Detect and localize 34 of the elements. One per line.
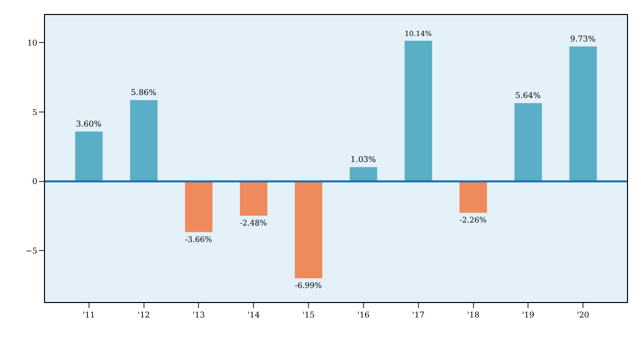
bar [294,181,322,278]
bar [75,131,103,182]
x-tick-label: '16 [357,310,370,320]
x-tick-label: '12 [138,310,150,320]
bar [130,100,158,182]
data-label: -2.26% [460,215,487,224]
bar [350,167,378,182]
data-label: 10.14% [404,29,432,38]
bar [460,181,487,213]
data-label: 9.73% [570,34,596,44]
x-tick-label: '19 [522,310,534,320]
bar [185,181,212,232]
y-tick-label: 0 [32,177,38,186]
data-label: 5.86% [130,88,157,98]
bar [240,181,268,216]
x-tick-label: '13 [192,310,205,320]
x-tick-label: '15 [302,310,315,320]
bar [569,46,597,182]
y-tick-label: 10 [27,38,38,48]
x-tick-label: '18 [467,310,480,320]
x-tick-label: '11 [82,310,96,320]
y-tick-label: −5 [26,246,38,256]
x-tick-label: '20 [576,310,590,320]
y-tick-label: 5 [32,108,38,117]
data-label: -2.48% [240,218,267,228]
data-label: 3.60% [76,119,102,128]
data-label: -6.99% [294,281,322,290]
data-label: 5.64% [515,91,542,100]
x-tick-label: '17 [412,310,425,320]
bar [404,40,432,182]
bar [514,103,542,182]
x-tick-label: '14 [247,310,260,320]
data-label: -3.66% [185,234,212,244]
data-label: 1.03% [350,155,376,164]
